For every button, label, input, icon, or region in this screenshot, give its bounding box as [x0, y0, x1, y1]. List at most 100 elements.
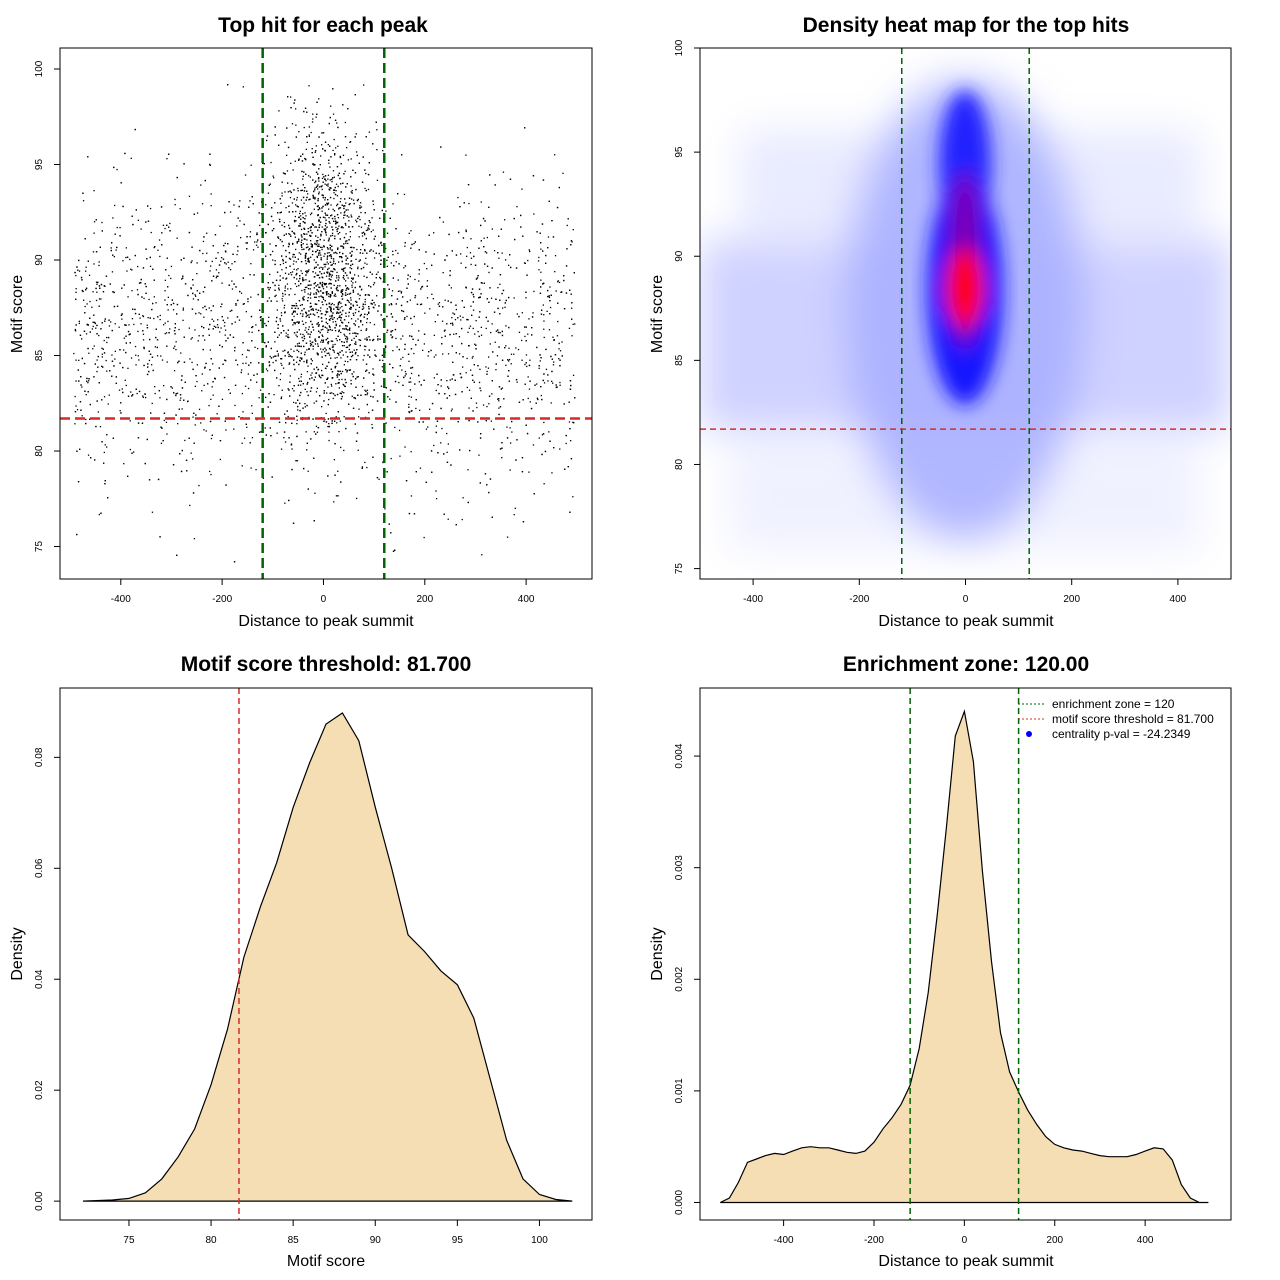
- scatter-point: [337, 227, 339, 230]
- scatter-point: [391, 316, 394, 318]
- scatter-point: [441, 343, 443, 345]
- scatter-point: [513, 217, 515, 220]
- scatter-point: [499, 313, 501, 315]
- scatter-point: [298, 280, 300, 282]
- scatter-point: [270, 215, 273, 218]
- scatter-point: [372, 143, 374, 145]
- scatter-point: [397, 375, 399, 377]
- scatter-point: [337, 495, 339, 497]
- scatter-point: [274, 341, 276, 343]
- scatter-point: [311, 323, 313, 326]
- scatter-point: [314, 339, 316, 341]
- scatter-point: [395, 249, 397, 252]
- scatter-point: [299, 394, 301, 397]
- scatter-point: [116, 305, 119, 307]
- scatter-point: [240, 292, 243, 294]
- scatter-point: [154, 386, 156, 388]
- scatter-point: [337, 233, 339, 235]
- scatter-point: [542, 433, 545, 435]
- scatter-point: [344, 385, 346, 388]
- scatter-point: [184, 439, 186, 442]
- scatter-point: [309, 342, 312, 345]
- scatter-point: [486, 298, 488, 300]
- scatter-point: [302, 175, 304, 177]
- scatter-point: [156, 355, 159, 357]
- scatter-point: [89, 317, 91, 319]
- scatter-point: [365, 390, 367, 392]
- scatter-point: [210, 437, 213, 440]
- scatter-point: [547, 236, 550, 238]
- scatter-point: [322, 296, 324, 299]
- scatter-point: [418, 421, 420, 423]
- scatter-point: [545, 348, 547, 351]
- scatter-point: [302, 243, 304, 245]
- scatter-point: [118, 326, 120, 328]
- scatter-point: [301, 357, 303, 359]
- scatter-point: [345, 312, 347, 314]
- scatter-point: [567, 466, 569, 468]
- scatter-point: [501, 292, 503, 295]
- scatter-point: [531, 316, 534, 318]
- scatter-point: [442, 221, 444, 223]
- scatter-point: [101, 322, 103, 324]
- scatter-point: [392, 277, 394, 279]
- scatter-point: [192, 284, 194, 286]
- scatter-point: [209, 420, 212, 423]
- scatter-point: [315, 308, 317, 311]
- scatter-point: [320, 313, 323, 315]
- scatter-point: [181, 387, 184, 389]
- scatter-point: [126, 270, 128, 272]
- scatter-point: [330, 215, 332, 217]
- scatter-point: [306, 233, 308, 235]
- scatter-point: [406, 301, 409, 303]
- scatter-point: [406, 287, 408, 289]
- scatter-point: [136, 289, 139, 291]
- scatter-point: [137, 330, 139, 333]
- scatter-point: [81, 386, 83, 388]
- scatter-point: [202, 307, 204, 309]
- scatter-point: [125, 335, 127, 337]
- scatter-point: [353, 337, 355, 339]
- scatter-point: [543, 382, 546, 384]
- scatter-point: [251, 326, 253, 329]
- scatter-point: [418, 381, 420, 383]
- scatter-point: [482, 217, 485, 220]
- scatter-point: [364, 234, 366, 236]
- scatter-point: [389, 389, 392, 391]
- scatter-point: [306, 314, 308, 317]
- scatter-point: [365, 229, 368, 232]
- scatter-point: [308, 348, 310, 350]
- scatter-point: [366, 389, 369, 391]
- scatter-point: [372, 373, 374, 375]
- scatter-point: [341, 293, 344, 295]
- scatter-point: [404, 348, 406, 350]
- scatter-point: [307, 193, 309, 195]
- scatter-point: [557, 281, 559, 283]
- scatter-point: [538, 367, 540, 369]
- scatter-point: [480, 326, 482, 328]
- scatter-point: [249, 200, 251, 202]
- scatter-point: [506, 426, 508, 428]
- scatter-point: [317, 198, 319, 200]
- scatter-point: [395, 401, 397, 403]
- scatter-point: [514, 507, 516, 509]
- scatter-point: [79, 334, 82, 336]
- scatter-point: [305, 158, 307, 161]
- scatter-point: [319, 216, 321, 219]
- scatter-point: [299, 277, 301, 280]
- scatter-point: [537, 398, 539, 401]
- scatter-point: [195, 312, 197, 315]
- scatter-point: [348, 348, 350, 351]
- scatter-point: [328, 274, 331, 276]
- scatter-point: [358, 215, 360, 218]
- scatter-point: [88, 352, 90, 354]
- scatter-point: [332, 149, 334, 152]
- scatter-point: [256, 232, 258, 234]
- scatter-point: [254, 346, 256, 348]
- scatter-point: [279, 212, 281, 214]
- scatter-point: [336, 286, 338, 289]
- scatter-point: [94, 321, 96, 323]
- scatter-point: [112, 217, 114, 219]
- scatter-point: [344, 272, 347, 274]
- scatter-point: [138, 359, 140, 361]
